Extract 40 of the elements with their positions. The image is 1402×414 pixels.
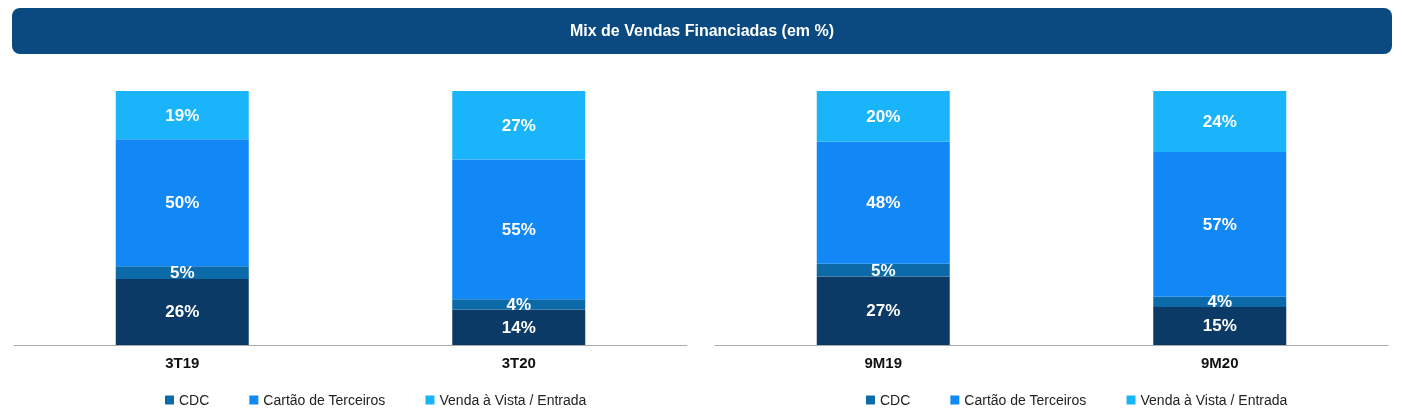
bar bbox=[816, 91, 950, 142]
data-label: 5% bbox=[169, 263, 195, 283]
legend-label: Cartão de Terceiros bbox=[263, 392, 386, 408]
data-label: 26% bbox=[165, 302, 200, 322]
bar bbox=[1153, 91, 1287, 152]
data-label: 5% bbox=[870, 260, 896, 280]
data-label: 4% bbox=[1207, 292, 1233, 312]
x-tick-label: 3T19 bbox=[165, 354, 200, 371]
legend-label: CDC bbox=[179, 392, 210, 408]
legend-label: Cartão de Terceiros bbox=[964, 392, 1087, 408]
data-label: 50% bbox=[165, 193, 200, 213]
data-label: 27% bbox=[866, 301, 901, 321]
x-tick-label: 9M19 bbox=[864, 354, 903, 371]
data-label: 15% bbox=[1202, 316, 1237, 336]
data-label: 4% bbox=[506, 294, 532, 314]
bar bbox=[1153, 151, 1287, 297]
bar bbox=[452, 91, 586, 160]
bar bbox=[1153, 306, 1287, 345]
data-label: 19% bbox=[165, 105, 200, 125]
legend-label: CDC bbox=[880, 392, 911, 408]
x-tick-label: 3T20 bbox=[501, 354, 536, 371]
data-label: 27% bbox=[501, 115, 536, 135]
bar bbox=[115, 266, 249, 279]
x-tick-label: 9M20 bbox=[1200, 354, 1239, 371]
legend-label: Venda à Vista / Entrada bbox=[1140, 392, 1288, 408]
bar bbox=[452, 309, 586, 345]
chart-title: Mix de Vendas Financiadas (em %) bbox=[12, 8, 1392, 54]
data-label: 24% bbox=[1202, 111, 1237, 131]
data-label: 55% bbox=[501, 219, 536, 239]
bar bbox=[115, 91, 249, 140]
data-label: 57% bbox=[1202, 214, 1237, 234]
bar bbox=[115, 139, 249, 267]
data-label: 20% bbox=[866, 106, 901, 126]
bar bbox=[115, 278, 249, 345]
bar bbox=[816, 141, 950, 264]
legend-label: Venda à Vista / Entrada bbox=[439, 392, 587, 408]
data-label: 48% bbox=[866, 193, 901, 213]
bar bbox=[452, 159, 586, 300]
bar bbox=[816, 276, 950, 345]
data-label: 14% bbox=[501, 317, 536, 337]
